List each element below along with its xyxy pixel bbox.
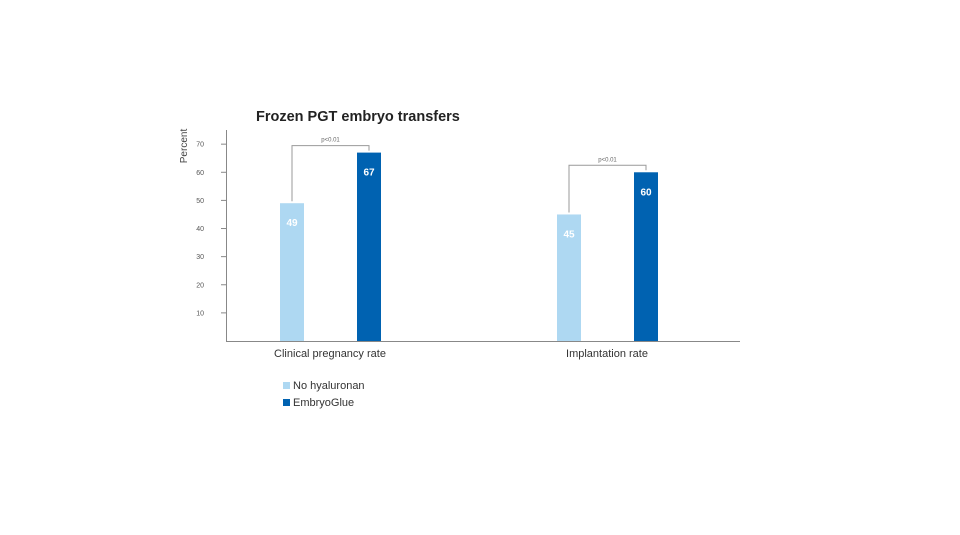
x-category-label: Clinical pregnancy rate (274, 348, 386, 360)
legend: No hyaluronan EmbryoGlue (283, 380, 365, 409)
significance-bracket (291, 145, 370, 202)
significance-bracket (568, 164, 647, 213)
p-value-label: p<0.01 (598, 157, 617, 163)
bar-embryoglue-1 (357, 152, 381, 341)
category-labels: Clinical pregnancy rate Implantation rate (274, 348, 648, 360)
bar-value-label: 60 (640, 187, 652, 198)
p-value-label: p<0.01 (321, 138, 340, 144)
legend-swatch-embryoglue (283, 399, 290, 406)
significance-brackets: p<0.01 p<0.01 (291, 138, 647, 213)
y-tick-label: 20 (196, 282, 204, 289)
bar-value-label: 45 (563, 229, 575, 240)
y-axis-ticks: 10 20 30 40 50 60 70 (196, 142, 226, 317)
y-tick-label: 30 (196, 254, 204, 261)
bars-group: 49 67 45 60 (280, 152, 658, 341)
legend-label-no-hyaluronan: No hyaluronan (293, 380, 365, 392)
bar-value-label: 49 (286, 218, 298, 229)
legend-label-embryoglue: EmbryoGlue (293, 397, 354, 409)
y-tick-label: 50 (196, 198, 204, 205)
bar-value-label: 67 (363, 168, 375, 179)
legend-swatch-no-hyaluronan (283, 382, 290, 389)
y-tick-label: 70 (196, 142, 204, 149)
y-tick-label: 60 (196, 170, 204, 177)
y-tick-label: 40 (196, 226, 204, 233)
x-category-label: Implantation rate (566, 348, 648, 360)
bar-embryoglue-2 (634, 172, 658, 341)
y-axis-label: Percent (179, 129, 190, 164)
bar-no-hyaluronan-1 (280, 203, 304, 341)
chart-title: Frozen PGT embryo transfers (256, 109, 460, 125)
bar-no-hyaluronan-2 (557, 214, 581, 341)
y-tick-label: 10 (196, 310, 204, 317)
